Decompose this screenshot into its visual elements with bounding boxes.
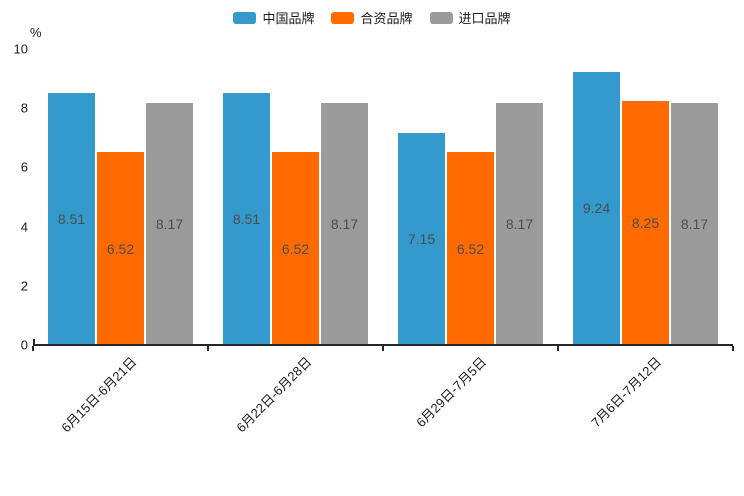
bar-value-label: 6.52 [456,240,485,257]
y-tick-label: 6 [20,159,28,175]
bar-group-3: 9.24 8.25 8.17 [573,49,718,345]
bar-中国品牌: 8.51 [48,93,95,345]
bar-进口品牌: 8.17 [496,103,543,345]
bar-value-label: 6.52 [281,240,310,257]
legend-item-label: 进口品牌 [458,11,511,26]
bar-value-label: 8.51 [232,211,261,228]
bar-value-label: 8.17 [330,216,359,233]
y-tick-label: 4 [20,219,28,235]
y-tick-label: 0 [20,337,28,353]
x-axis-tick [557,346,559,351]
y-tick-label: 2 [20,278,28,294]
bar-value-label: 8.17 [505,216,534,233]
bar-合资品牌: 8.25 [622,100,669,345]
x-category-label: 7月6日-7月12日 [588,354,665,431]
x-category-label: 6月29日-7月5日 [413,354,490,431]
chart-legend: 中国品牌 合资品牌 进口品牌 [0,8,744,27]
legend-item-0: 中国品牌 [233,8,314,27]
bar-合资品牌: 6.52 [272,152,319,345]
bar-value-label: 8.17 [155,216,184,233]
x-category-label: 6月22日-6月28日 [233,354,315,436]
bar-group-0: 8.51 6.52 8.17 [48,49,193,345]
bar-value-label: 6.52 [106,240,135,257]
bar-中国品牌: 8.51 [223,93,270,345]
legend-item-2: 进口品牌 [429,8,511,27]
bar-合资品牌: 6.52 [97,152,144,345]
x-axis-tick [207,346,209,351]
bar-进口品牌: 8.17 [321,103,368,345]
x-axis-tick [32,346,34,351]
bar-进口品牌: 8.17 [671,103,718,345]
bar-value-label: 8.51 [57,211,86,228]
legend-swatch-icon [429,11,453,24]
bar-group-2: 7.15 6.52 8.17 [398,49,543,345]
legend-item-label: 中国品牌 [262,11,315,26]
bar-中国品牌: 9.24 [573,71,620,345]
bar-value-label: 8.25 [631,214,660,231]
y-tick-label: 8 [20,100,28,116]
bar-中国品牌: 7.15 [398,133,445,345]
y-tick-label: 10 [13,41,28,57]
axis-left-stub [33,339,35,344]
legend-swatch-icon [233,11,257,24]
legend-item-1: 合资品牌 [331,8,413,27]
bar-进口品牌: 8.17 [146,103,193,345]
bar-value-label: 7.15 [407,231,436,248]
bar-group-1: 8.51 6.52 8.17 [223,49,368,345]
legend-swatch-icon [331,11,355,24]
x-category-label: 6月15日-6月21日 [58,354,140,436]
x-axis-line [33,344,733,346]
x-axis-tick [732,346,734,351]
y-axis-unit-label: % [30,25,42,40]
bar-value-label: 9.24 [582,200,611,217]
bar-value-label: 8.17 [680,216,709,233]
legend-item-label: 合资品牌 [360,11,413,26]
x-axis-tick [382,346,384,351]
bar-合资品牌: 6.52 [447,152,494,345]
